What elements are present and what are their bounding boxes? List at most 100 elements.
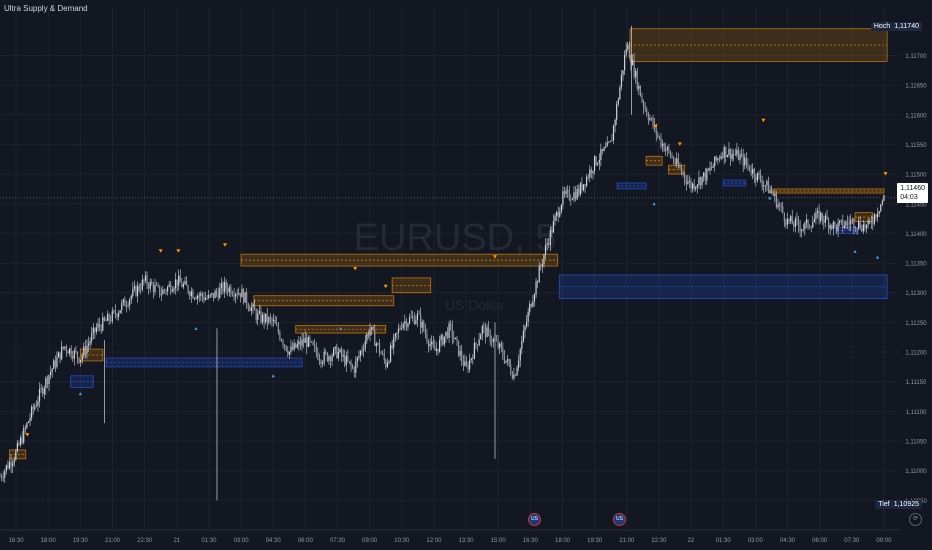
grid-layer [0,8,900,531]
candle-body [804,222,806,230]
candle-body [541,264,543,267]
candle-body [568,190,570,200]
timezone-icon[interactable]: ⟳ [909,513,922,526]
candle-body [592,170,594,174]
candle-body [883,195,885,201]
time-tick-label: 03:00 [234,538,250,544]
candle-body [492,339,494,343]
candle-body [378,343,381,353]
candle-body [231,294,234,295]
candle-body [816,210,819,213]
price-tick-label: 1,11300 [905,291,927,297]
candle-body [15,451,17,460]
candle-body [355,361,357,373]
candle-body [80,360,82,363]
supply-marker [176,249,181,253]
demand-marker [875,255,880,259]
time-tick-label: 01:30 [716,538,732,544]
candle-body [793,224,795,227]
candle-body [364,340,366,349]
candle-body [451,324,453,338]
candle-body [859,221,861,229]
candle-body [540,266,542,267]
candle-body [848,223,850,225]
candle-body [714,156,716,166]
candle-body [370,327,373,330]
demand-marker [271,374,275,378]
candle-body [203,296,205,301]
candle-body [706,168,708,181]
supply-marker [761,118,766,123]
candle-body [160,294,162,296]
candle-body [48,375,50,384]
candle-body [291,346,294,350]
candle-body [813,219,815,223]
candle-body [0,476,1,478]
candle-body [197,295,199,299]
candle-body [280,339,283,341]
economic-event-icon[interactable]: US [613,513,626,526]
time-tick-label: 03:00 [748,538,764,544]
candle-body [303,339,305,343]
candle-body [269,317,271,319]
candle-body [413,316,415,324]
candle-body [146,275,148,285]
economic-event-icon[interactable]: US [528,513,541,526]
candle-body [695,186,697,190]
candle-body [698,177,700,185]
candle-body [684,173,686,180]
candle-body [612,125,615,141]
candle-body [424,330,426,335]
candle-body [426,334,428,342]
high-value: 1,11740 [894,23,919,30]
candle-body [764,185,766,187]
candle-body [4,470,6,478]
supply-marker [653,124,658,129]
time-tick-label: 21:00 [619,538,635,544]
candle-body [646,109,648,116]
candle-body [453,337,455,340]
price-tick-label: 1,11450 [905,202,927,208]
candle-body [78,357,80,363]
candle-body [54,360,56,368]
time-tick-label: 15:00 [491,538,507,544]
indicator-title[interactable]: Ultra Supply & Demand [4,4,88,13]
candle-body [805,219,808,223]
candle-body [174,279,177,289]
candle-body [777,204,779,208]
candle-body [279,332,281,340]
candle-body [601,148,604,152]
candle-body [736,149,738,155]
candle-body [21,437,23,443]
time-tick-label: 21 [173,538,180,544]
candle-body [652,118,654,127]
candle-body [739,154,741,160]
candle-body [340,349,343,357]
candle-body [435,348,438,351]
candle-body [377,343,379,344]
candle-body [720,156,722,159]
candle-body [759,174,762,182]
time-tick-label: 22:30 [651,538,667,544]
candle-body [122,299,124,304]
candle-body [429,343,431,347]
candle-body [488,327,490,331]
candle-body [287,350,289,355]
candle-body [837,222,839,232]
candle-body [718,158,721,159]
candle-body [261,314,264,323]
candle-body [731,153,733,159]
candle-body [703,172,705,177]
supply-marker [353,267,358,271]
candle-body [298,341,300,345]
candle-body [473,343,475,359]
time-tick-label: 04:30 [780,538,796,544]
candle-body [622,70,624,75]
candle-body [108,314,110,321]
time-tick-label: 12:00 [426,538,442,544]
candle-body [45,377,47,389]
candle-body [121,303,123,311]
candle-body [133,286,136,289]
demand-marker [339,326,343,330]
